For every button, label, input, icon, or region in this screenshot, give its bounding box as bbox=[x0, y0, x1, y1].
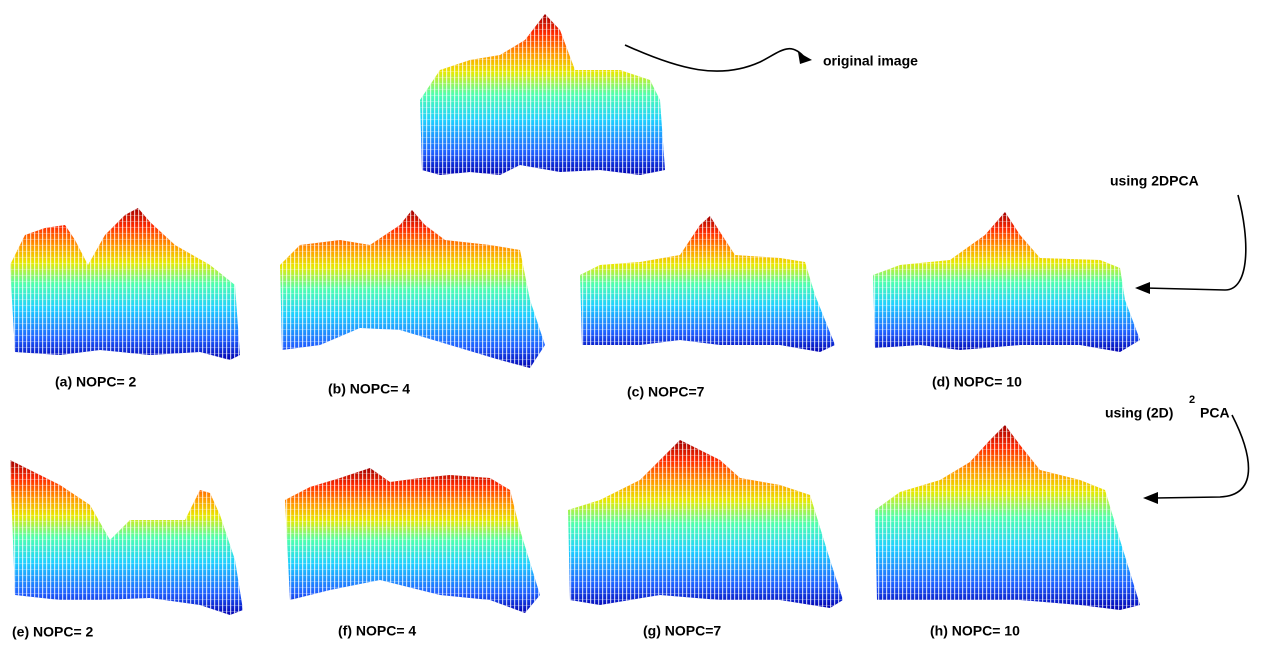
surface-a bbox=[10, 208, 240, 360]
label-2dpca: using 2DPCA bbox=[1110, 173, 1199, 189]
arrows bbox=[624, 44, 1250, 504]
caption: (d) NOPC= 10 bbox=[932, 374, 1022, 390]
caption: (g) NOPC=7 bbox=[643, 623, 721, 639]
label-2d2pca: using (2D) bbox=[1105, 405, 1173, 421]
label-2d2pca-superscript: 2 bbox=[1189, 394, 1195, 406]
surface-c bbox=[580, 216, 835, 352]
original-label: original image bbox=[823, 53, 918, 69]
surface-f bbox=[285, 468, 540, 613]
label-2d2pca-suffix: PCA bbox=[1200, 405, 1230, 421]
surface-original bbox=[420, 14, 665, 175]
caption: (e) NOPC= 2 bbox=[12, 624, 94, 640]
captions: (a) NOPC= 2 (b) NOPC= 4 (c) NOPC=7 (d) NOPC… bbox=[12, 374, 1022, 640]
caption: (f) NOPC= 4 bbox=[338, 623, 416, 639]
caption: (b) NOPC= 4 bbox=[328, 381, 410, 397]
caption: (a) NOPC= 2 bbox=[55, 374, 137, 390]
caption: (c) NOPC=7 bbox=[627, 384, 705, 400]
surface-b bbox=[280, 210, 545, 368]
surface-e bbox=[10, 460, 243, 615]
surface-d bbox=[873, 212, 1140, 352]
surfaces bbox=[10, 14, 1140, 615]
surface-g bbox=[568, 440, 843, 608]
caption: (h) NOPC= 10 bbox=[930, 623, 1020, 639]
surface-h bbox=[875, 425, 1140, 610]
